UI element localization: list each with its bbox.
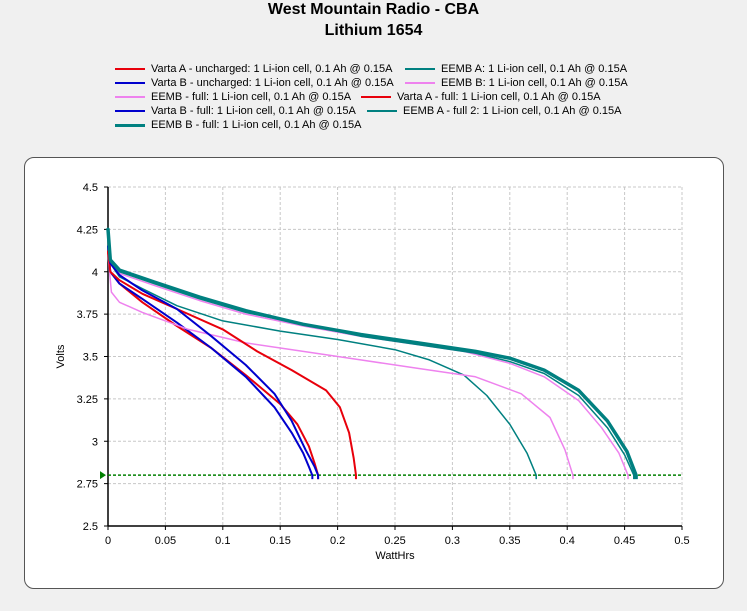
x-tick-label: 0.35 xyxy=(499,535,520,547)
legend-label: EEMB A - full 2: 1 Li-ion cell, 0.1 Ah @… xyxy=(403,105,622,117)
x-axis-title: WattHrs xyxy=(375,550,415,562)
x-tick-label: 0.2 xyxy=(330,535,345,547)
x-tick-label: 0.05 xyxy=(155,535,176,547)
legend-label: Varta B - full: 1 Li-ion cell, 0.1 Ah @ … xyxy=(151,105,356,117)
legend-swatch xyxy=(405,82,435,84)
legend-label: Varta A - uncharged: 1 Li-ion cell, 0.1 … xyxy=(151,63,393,75)
series-line-6 xyxy=(107,228,320,477)
x-tick-label: 0.3 xyxy=(445,535,460,547)
legend-label: Varta B - uncharged: 1 Li-ion cell, 0.1 … xyxy=(151,77,394,89)
legend-swatch xyxy=(115,68,145,70)
legend-label: EEMB A: 1 Li-ion cell, 0.1 Ah @ 0.15A xyxy=(441,63,628,75)
chart-title: West Mountain Radio - CBA xyxy=(267,1,480,18)
x-tick-label: 0.25 xyxy=(384,535,405,547)
x-tick-label: 0.1 xyxy=(215,535,230,547)
legend-swatch xyxy=(361,96,391,98)
legend-swatch xyxy=(115,110,145,112)
y-tick-label: 4 xyxy=(92,267,98,279)
x-tick-label: 0.4 xyxy=(560,535,575,547)
legend-label: EEMB - full: 1 Li-ion cell, 0.1 Ah @ 0.1… xyxy=(151,91,352,103)
y-tick-label: 3 xyxy=(92,436,98,448)
legend-swatch xyxy=(405,68,435,70)
y-tick-label: 4.5 xyxy=(83,182,98,194)
y-tick-label: 2.75 xyxy=(77,479,98,491)
legend-swatch xyxy=(115,82,145,84)
series-line-3 xyxy=(107,254,574,476)
series-line-2 xyxy=(107,245,314,477)
y-tick-label: 3.25 xyxy=(77,394,98,406)
y-tick-label: 3.5 xyxy=(83,352,98,364)
legend-label: Varta A - full: 1 Li-ion cell, 0.1 Ah @ … xyxy=(397,91,601,103)
y-axis-title: Volts xyxy=(55,344,67,368)
legend-swatch xyxy=(115,96,145,98)
chart-subtitle: Lithium 1654 xyxy=(324,22,423,39)
x-tick-label: 0.45 xyxy=(614,535,635,547)
cutoff-marker xyxy=(100,471,106,480)
legend-label: EEMB B: 1 Li-ion cell, 0.1 Ah @ 0.15A xyxy=(441,77,628,89)
legend-swatch xyxy=(115,124,145,127)
x-tick-label: 0.5 xyxy=(674,535,689,547)
series-line-5 xyxy=(107,250,357,477)
x-tick-label: 0 xyxy=(105,535,111,547)
legend-swatch xyxy=(367,110,397,112)
y-tick-label: 2.5 xyxy=(83,521,98,533)
x-tick-label: 0.15 xyxy=(269,535,290,547)
legend-label: EEMB B - full: 1 Li-ion cell, 0.1 Ah @ 0… xyxy=(151,119,362,131)
y-tick-label: 3.75 xyxy=(77,309,98,321)
y-tick-label: 4.25 xyxy=(77,224,98,236)
series-line-8 xyxy=(106,227,638,477)
